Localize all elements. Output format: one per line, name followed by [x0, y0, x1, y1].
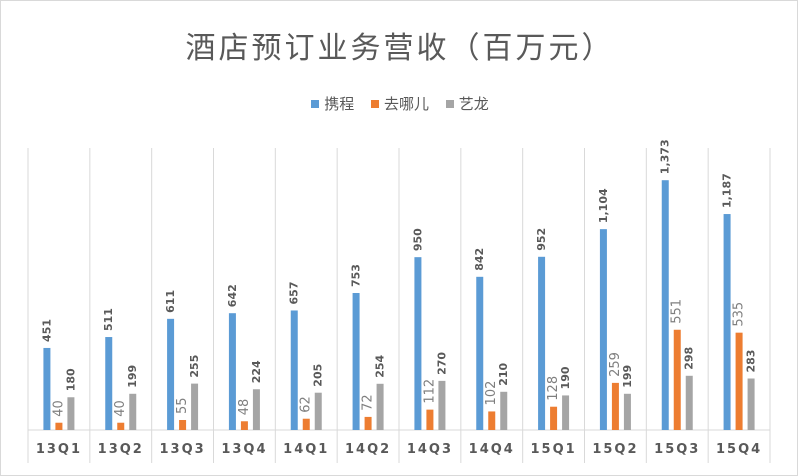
- bar-去哪儿-14Q3: [426, 409, 434, 430]
- data-label-携程-14Q2: 753: [350, 264, 363, 287]
- legend: 携程 去哪儿 艺龙: [1, 93, 798, 114]
- data-label-携程-14Q3: 950: [411, 228, 424, 251]
- data-label-携程-13Q2: 511: [102, 308, 115, 331]
- data-label-艺龙-15Q3: 298: [683, 347, 696, 370]
- x-tick-label: 15Q2: [592, 442, 638, 457]
- bar-携程-13Q4: [228, 313, 236, 430]
- chart-title: 酒店预订业务营收（百万元）: [185, 31, 615, 66]
- bar-携程-13Q3: [167, 318, 175, 430]
- bar-艺龙-14Q1: [314, 392, 322, 430]
- data-label-去哪儿-14Q1: 62: [299, 396, 314, 413]
- legend-item-qunar: 去哪儿: [370, 93, 429, 114]
- bar-艺龙-13Q3: [191, 383, 199, 430]
- bar-携程-14Q1: [290, 310, 298, 430]
- bar-去哪儿-13Q4: [240, 421, 248, 430]
- data-label-艺龙-13Q3: 255: [188, 355, 201, 378]
- bar-艺龙-15Q4: [747, 378, 755, 430]
- x-tick-label: 13Q1: [36, 442, 82, 457]
- data-label-携程-13Q3: 611: [164, 290, 177, 313]
- x-tick-label: 13Q2: [98, 442, 144, 457]
- legend-swatch-qunar: [370, 100, 379, 108]
- bar-艺龙-13Q2: [129, 393, 137, 430]
- data-label-艺龙-13Q1: 180: [64, 368, 77, 391]
- data-label-艺龙-13Q4: 224: [250, 360, 263, 383]
- bar-艺龙-15Q1: [562, 395, 570, 430]
- x-tick-label: 13Q3: [159, 442, 205, 457]
- bar-去哪儿-14Q1: [302, 418, 310, 430]
- legend-item-elong: 艺龙: [445, 93, 489, 114]
- bar-去哪儿-15Q4: [735, 332, 743, 430]
- bar-携程-14Q4: [476, 276, 484, 430]
- data-label-艺龙-15Q2: 199: [621, 365, 634, 388]
- bar-携程-13Q1: [43, 347, 51, 430]
- data-label-去哪儿-15Q1: 128: [546, 376, 561, 401]
- bar-去哪儿-13Q1: [55, 422, 63, 430]
- bar-去哪儿-14Q2: [364, 416, 372, 430]
- data-label-去哪儿-14Q3: 112: [422, 379, 437, 404]
- data-label-携程-14Q1: 657: [288, 281, 301, 304]
- data-label-携程-15Q2: 1,104: [597, 188, 610, 223]
- data-label-去哪儿-14Q4: 102: [484, 381, 499, 406]
- bar-携程-15Q2: [599, 229, 607, 430]
- legend-label-elong: 艺龙: [458, 95, 489, 113]
- bar-去哪儿-15Q3: [673, 329, 681, 430]
- data-label-携程-15Q4: 1,187: [721, 173, 734, 208]
- legend-swatch-elong: [445, 100, 454, 108]
- x-tick-label: 15Q4: [716, 442, 762, 457]
- bar-艺龙-13Q4: [252, 389, 260, 430]
- bar-艺龙-15Q2: [623, 393, 631, 430]
- bar-艺龙-15Q3: [685, 375, 693, 430]
- data-label-去哪儿-13Q3: 55: [175, 397, 190, 414]
- data-label-携程-15Q3: 1,373: [659, 139, 672, 174]
- x-tick-label: 15Q3: [654, 442, 700, 457]
- bar-携程-14Q2: [352, 293, 360, 430]
- x-tick-label: 14Q3: [407, 442, 453, 457]
- bar-携程-15Q3: [661, 180, 669, 430]
- bar-携程-14Q3: [414, 257, 422, 430]
- bar-艺龙-13Q1: [67, 397, 75, 430]
- legend-label-qunar: 去哪儿: [383, 95, 429, 113]
- bar-去哪儿-15Q2: [611, 382, 619, 430]
- data-label-去哪儿-13Q4: 48: [237, 399, 252, 416]
- x-tick-label: 15Q1: [530, 442, 576, 457]
- bar-携程-13Q2: [105, 337, 113, 430]
- bar-去哪儿-13Q2: [117, 422, 125, 430]
- bar-去哪儿-13Q3: [179, 419, 187, 430]
- data-label-携程-13Q1: 451: [40, 319, 53, 342]
- data-label-艺龙-14Q2: 254: [374, 354, 387, 377]
- data-label-携程-14Q4: 842: [473, 248, 486, 271]
- bar-携程-15Q4: [723, 214, 731, 430]
- data-label-艺龙-14Q3: 270: [435, 352, 448, 375]
- bar-携程-15Q1: [538, 256, 546, 430]
- data-label-携程-13Q4: 642: [226, 284, 239, 307]
- data-label-去哪儿-15Q4: 535: [732, 302, 747, 327]
- x-tick-label: 13Q4: [221, 442, 267, 457]
- data-label-艺龙-14Q1: 205: [312, 364, 325, 387]
- data-label-去哪儿-15Q2: 259: [608, 352, 623, 377]
- legend-swatch-ctrip: [311, 100, 320, 108]
- legend-item-ctrip: 携程: [311, 93, 354, 114]
- data-label-去哪儿-13Q1: 40: [51, 400, 66, 417]
- bar-艺龙-14Q3: [438, 380, 446, 430]
- data-label-艺龙-13Q2: 199: [126, 365, 139, 388]
- data-label-艺龙-15Q4: 283: [745, 350, 758, 373]
- data-label-去哪儿-13Q2: 40: [113, 400, 128, 417]
- x-tick-label: 14Q1: [283, 442, 329, 457]
- data-label-去哪儿-14Q2: 72: [361, 394, 376, 411]
- bar-艺龙-14Q2: [376, 383, 384, 430]
- data-label-携程-15Q1: 952: [535, 228, 548, 251]
- data-label-艺龙-15Q1: 190: [559, 366, 572, 389]
- data-label-去哪儿-15Q3: 551: [670, 299, 685, 324]
- bar-去哪儿-15Q1: [550, 406, 558, 430]
- x-tick-label: 14Q4: [469, 442, 515, 457]
- data-label-艺龙-14Q4: 210: [497, 362, 510, 385]
- legend-label-ctrip: 携程: [324, 95, 355, 113]
- bar-艺龙-14Q4: [500, 391, 508, 430]
- x-tick-label: 14Q2: [345, 442, 391, 457]
- bar-去哪儿-14Q4: [488, 411, 496, 430]
